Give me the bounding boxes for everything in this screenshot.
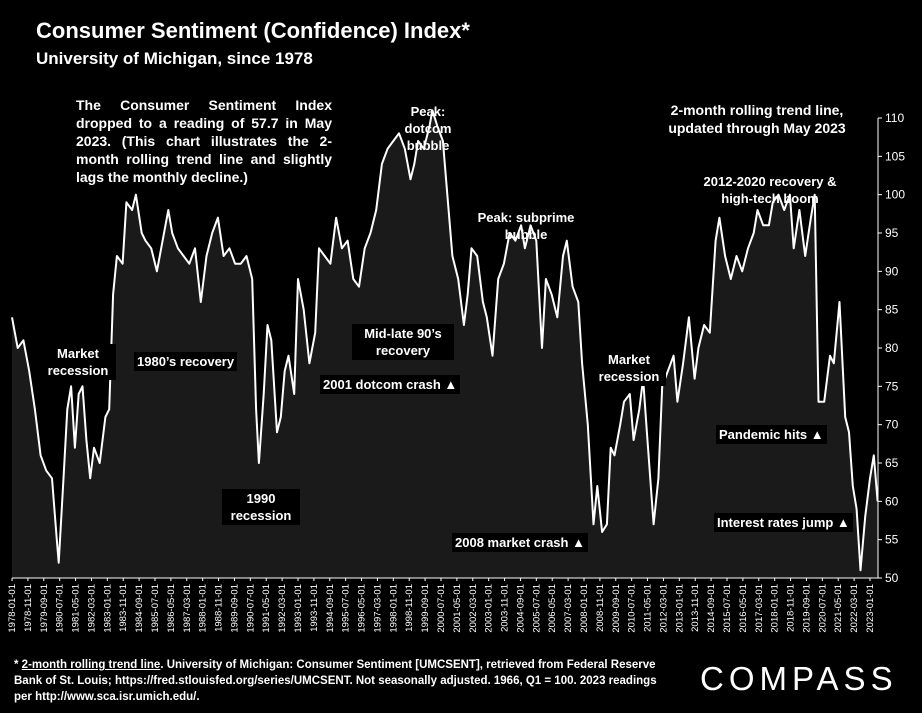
x-tick-label: 1987-03-01 bbox=[182, 584, 193, 633]
x-tick-label: 2021-05-01 bbox=[833, 584, 844, 633]
y-tick-label: 90 bbox=[885, 264, 899, 278]
line-layer bbox=[11, 109, 879, 572]
x-tick-label: 2013-01-01 bbox=[674, 584, 685, 633]
x-tick-label: 2002-03-01 bbox=[468, 584, 479, 633]
x-tick-label: 1993-11-01 bbox=[309, 584, 320, 632]
x-tick-label: 1990-07-01 bbox=[245, 584, 256, 633]
x-tick-label: 1980-07-01 bbox=[55, 584, 66, 633]
y-tick-label: 95 bbox=[885, 226, 899, 240]
x-tick-label: 2017-03-01 bbox=[754, 584, 765, 633]
y-tick-label: 75 bbox=[885, 379, 899, 393]
annotation-interest-rates-jump: Interest rates jump ▲ bbox=[714, 513, 853, 532]
annotation-2012-2020-recovery: 2012-2020 recovery & high-tech boom bbox=[703, 174, 837, 206]
x-tick-label: 1983-11-01 bbox=[118, 584, 129, 632]
x-tick-label: 2018-01-01 bbox=[770, 584, 781, 633]
x-tick-label: 2023-01-01 bbox=[865, 584, 876, 633]
x-tick-label: 1999-09-01 bbox=[420, 584, 431, 633]
x-tick-label: 1988-01-01 bbox=[198, 584, 209, 633]
x-tick-label: 1979-09-01 bbox=[39, 584, 50, 633]
x-tick-label: 2005-07-01 bbox=[531, 584, 542, 633]
chart-title: Consumer Sentiment (Confidence) Index* bbox=[36, 18, 470, 43]
x-tick-label: 1992-03-01 bbox=[277, 584, 288, 633]
y-tick-label: 110 bbox=[885, 111, 904, 125]
y-tick-label: 65 bbox=[885, 456, 899, 470]
y-tick-label: 80 bbox=[885, 341, 899, 355]
y-tick-label: 50 bbox=[885, 571, 899, 585]
x-tick-label: 2020-07-01 bbox=[817, 584, 828, 633]
note-trend: 2-month rolling trend line, updated thro… bbox=[668, 102, 846, 136]
annotation-market-recession-2: Market recession bbox=[592, 350, 666, 386]
x-tick-label: 2004-09-01 bbox=[515, 584, 526, 633]
x-tick-label: 1991-05-01 bbox=[261, 584, 272, 633]
x-tick-label: 2003-01-01 bbox=[484, 584, 495, 633]
x-tick-label: 2007-03-01 bbox=[563, 584, 574, 633]
footnote-link[interactable]: 2-month rolling trend line bbox=[21, 659, 161, 671]
annotation-2008-market-crash: 2008 market crash ▲ bbox=[452, 533, 588, 552]
compass-logo: COMPASS bbox=[700, 660, 898, 697]
x-tick-label: 2001-05-01 bbox=[452, 584, 463, 633]
x-tick-label: 2008-01-01 bbox=[579, 584, 590, 633]
y-tick-label: 100 bbox=[885, 188, 905, 202]
y-tick-label: 55 bbox=[885, 533, 899, 547]
y-tick-label: 85 bbox=[885, 303, 899, 317]
x-tick-label: 2018-11-01 bbox=[786, 584, 797, 632]
x-tick-label: 1997-03-01 bbox=[372, 584, 383, 633]
x-tick-label: 1983-01-01 bbox=[102, 584, 113, 633]
x-tick-label: 2013-11-01 bbox=[690, 584, 701, 632]
x-tick-label: 2008-11-01 bbox=[595, 584, 606, 632]
chart-subtitle: University of Michigan, since 1978 bbox=[36, 49, 313, 68]
annotation-peak-dotcom: Peak: dotcom bubble bbox=[404, 104, 452, 153]
x-tick-label: 2015-07-01 bbox=[722, 584, 733, 633]
footnote: * 2-month rolling trend line. University… bbox=[14, 657, 674, 705]
x-tick-label: 1988-11-01 bbox=[214, 584, 225, 632]
x-tick-label: 2016-05-01 bbox=[738, 584, 749, 633]
y-tick-label: 105 bbox=[885, 149, 905, 163]
x-tick-label: 1982-03-01 bbox=[86, 584, 97, 633]
annotation-peak-subprime: Peak: subprime bubble bbox=[477, 210, 575, 242]
x-tick-label: 2009-09-01 bbox=[611, 584, 622, 633]
x-axis: 1978-01-01 1978-11-01 1979-09-01 1980-07-01… bbox=[7, 577, 878, 633]
annotation-pandemic-hits: Pandemic hits ▲ bbox=[716, 425, 827, 444]
x-tick-label: 2003-11-01 bbox=[500, 584, 511, 632]
x-tick-label: 2006-05-01 bbox=[547, 584, 558, 633]
x-tick-label: 2010-07-01 bbox=[627, 584, 638, 633]
y-tick-label: 70 bbox=[885, 418, 899, 432]
x-tick-label: 2022-03-01 bbox=[849, 584, 860, 633]
x-tick-label: 1993-01-01 bbox=[293, 584, 304, 633]
x-tick-label: 2000-07-01 bbox=[436, 584, 447, 633]
footnote-text: . University of Michigan: Consumer Senti… bbox=[14, 659, 657, 703]
x-tick-label: 1984-09-01 bbox=[134, 584, 145, 633]
annotation-1990-recession: 1990 recession bbox=[222, 489, 300, 525]
y-axis: 50 55 60 65 70 75 80 85 90 95 100 105 110 bbox=[877, 111, 905, 585]
x-tick-label: 1981-05-01 bbox=[71, 584, 82, 633]
annotation-2001-dotcom-crash: 2001 dotcom crash ▲ bbox=[320, 375, 461, 394]
x-tick-label: 1986-05-01 bbox=[166, 584, 177, 633]
y-tick-label: 60 bbox=[885, 494, 899, 508]
footnote-lead: * bbox=[14, 659, 22, 671]
x-tick-label: 1989-09-01 bbox=[229, 584, 240, 633]
x-tick-label: 1995-07-01 bbox=[341, 584, 352, 633]
x-tick-label: 1985-07-01 bbox=[150, 584, 161, 633]
x-tick-label: 1978-11-01 bbox=[23, 584, 34, 632]
x-tick-label: 1998-11-01 bbox=[404, 584, 415, 632]
x-tick-label: 2019-09-01 bbox=[801, 584, 812, 633]
annotation-market-recession-1: Market recession bbox=[40, 344, 116, 380]
annotation-mid-late-90s: Mid-late 90’s recovery bbox=[352, 324, 454, 360]
x-tick-label: 1996-05-01 bbox=[357, 584, 368, 633]
x-tick-label: 2011-05-01 bbox=[643, 584, 654, 632]
x-tick-label: 1978-01-01 bbox=[7, 584, 18, 633]
x-tick-label: 2014-09-01 bbox=[706, 584, 717, 633]
series-line bbox=[11, 109, 879, 572]
x-tick-label: 1994-09-01 bbox=[325, 584, 336, 633]
x-tick-label: 2012-03-01 bbox=[658, 584, 669, 633]
note-main: The Consumer Sentiment Index dropped to … bbox=[76, 97, 332, 185]
x-tick-label: 1998-01-01 bbox=[388, 584, 399, 633]
annotation-1980s-recovery: 1980’s recovery bbox=[134, 352, 238, 371]
